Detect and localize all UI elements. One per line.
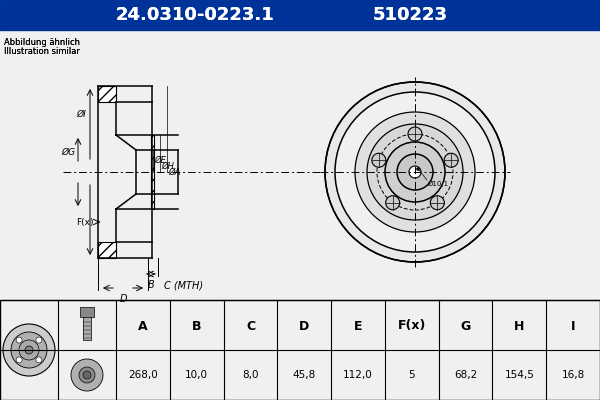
Text: E: E <box>354 320 362 332</box>
Text: I: I <box>571 320 575 332</box>
Text: 112,0: 112,0 <box>343 370 373 380</box>
Text: ØG: ØG <box>61 148 75 156</box>
Circle shape <box>11 332 47 368</box>
Text: D: D <box>299 320 310 332</box>
Text: C: C <box>246 320 255 332</box>
Circle shape <box>397 154 433 190</box>
Circle shape <box>408 127 422 141</box>
Circle shape <box>36 357 42 363</box>
Circle shape <box>444 153 458 167</box>
Circle shape <box>355 112 475 232</box>
Circle shape <box>79 367 95 383</box>
Text: Illustration similar: Illustration similar <box>4 47 80 56</box>
Text: H: H <box>514 320 524 332</box>
Circle shape <box>25 346 33 354</box>
Text: 16,8: 16,8 <box>562 370 585 380</box>
Circle shape <box>16 337 22 343</box>
Circle shape <box>19 340 39 360</box>
Text: ØE: ØE <box>154 156 166 164</box>
Text: 10,0: 10,0 <box>185 370 208 380</box>
Circle shape <box>416 168 419 170</box>
Text: 24.0310-0223.1: 24.0310-0223.1 <box>116 6 274 24</box>
Bar <box>98 242 116 258</box>
Circle shape <box>386 196 400 210</box>
Text: 154,5: 154,5 <box>505 370 534 380</box>
Text: Illustration similar: Illustration similar <box>4 47 80 56</box>
Text: B: B <box>148 280 154 290</box>
Text: 68,2: 68,2 <box>454 370 477 380</box>
Bar <box>0 30 600 300</box>
Circle shape <box>325 82 505 262</box>
Text: Abbildung ähnlich: Abbildung ähnlich <box>4 38 80 47</box>
Text: A: A <box>138 320 148 332</box>
Circle shape <box>71 359 103 391</box>
Circle shape <box>372 153 386 167</box>
Circle shape <box>16 357 22 363</box>
Text: 24.0310-0223.1: 24.0310-0223.1 <box>116 6 274 24</box>
Text: F(x): F(x) <box>398 320 426 332</box>
Circle shape <box>36 337 42 343</box>
Bar <box>151 135 154 209</box>
Text: 268,0: 268,0 <box>128 370 158 380</box>
Circle shape <box>335 92 495 252</box>
Text: F(x): F(x) <box>77 218 94 226</box>
Bar <box>0 0 600 30</box>
Circle shape <box>430 196 445 210</box>
Text: Abbildung ähnlich: Abbildung ähnlich <box>4 38 80 47</box>
Text: ØA: ØA <box>168 168 181 176</box>
Circle shape <box>83 371 91 379</box>
Bar <box>80 307 94 317</box>
Bar <box>98 86 116 102</box>
Circle shape <box>3 324 55 376</box>
Bar <box>0 300 600 400</box>
Bar <box>0 300 600 400</box>
Circle shape <box>385 142 445 202</box>
Text: 45,8: 45,8 <box>293 370 316 380</box>
Bar <box>83 312 91 340</box>
Circle shape <box>409 166 421 178</box>
Text: 510223: 510223 <box>373 6 448 24</box>
Text: 8,0: 8,0 <box>242 370 259 380</box>
Text: C (MTH): C (MTH) <box>164 280 203 290</box>
Text: D: D <box>119 294 127 304</box>
Text: Ø10,1: Ø10,1 <box>428 181 449 187</box>
Text: 510223: 510223 <box>373 6 448 24</box>
Text: B: B <box>192 320 202 332</box>
Text: ØH: ØH <box>161 162 174 170</box>
Circle shape <box>367 124 463 220</box>
Text: G: G <box>460 320 470 332</box>
Text: 5: 5 <box>409 370 415 380</box>
Text: ØI: ØI <box>76 110 86 118</box>
